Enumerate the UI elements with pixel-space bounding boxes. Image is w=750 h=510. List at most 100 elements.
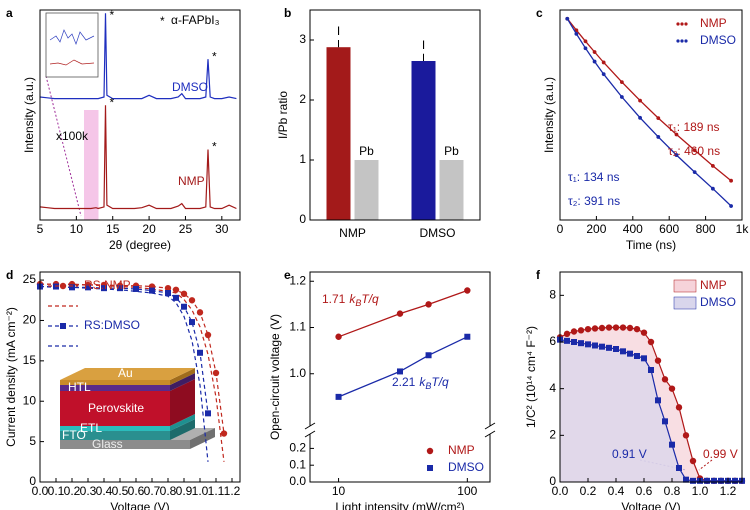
y-tick-label: 1: [299, 152, 306, 166]
marker: [220, 430, 228, 437]
layer: [170, 379, 195, 426]
layer: [60, 385, 170, 391]
series-label: DMSO: [172, 80, 208, 94]
marker: [335, 333, 342, 340]
legend-label: DMSO: [448, 460, 484, 474]
zoom-guide: [45, 75, 82, 217]
legend-label: NMP: [448, 443, 475, 457]
bar: [326, 47, 351, 221]
marker: [718, 477, 724, 484]
inset-label: FTO: [62, 428, 86, 442]
guide-line: [698, 459, 713, 471]
inset-label: ETL: [80, 421, 102, 435]
annotation: τ₂: 460 ns: [668, 144, 720, 158]
annotation: τ₁: 189 ns: [668, 120, 720, 134]
marker: [655, 397, 661, 404]
marker: [564, 337, 570, 344]
y-tick-label: 0.2: [289, 441, 306, 455]
marker: [634, 353, 640, 359]
y-tick-label: 8: [549, 288, 556, 302]
marker: [711, 477, 717, 484]
legend-swatch: [673, 296, 697, 310]
layer: [190, 428, 215, 449]
x-tick-label: 0.2: [580, 484, 597, 498]
y-axis-label: Current density (mA cm⁻²): [4, 307, 18, 447]
peak-marker: *: [212, 49, 217, 63]
slope-sub: B: [355, 298, 361, 308]
marker: [205, 410, 211, 417]
marker: [627, 350, 633, 357]
inset-frame: [45, 12, 99, 78]
legend-label: NMP: [700, 16, 727, 30]
marker: [189, 319, 195, 326]
bar: [354, 160, 379, 220]
marker: [648, 367, 654, 373]
series-line: [39, 285, 209, 462]
marker: [585, 341, 591, 348]
layer: [60, 380, 170, 385]
x-tick-label: 600: [659, 222, 679, 236]
legend-swatch: [673, 279, 697, 293]
marker: [606, 344, 612, 351]
y-tick-label: 4: [549, 381, 556, 395]
y-axis-label: I/Pb ratio: [276, 91, 290, 139]
plot-frame: [559, 9, 743, 221]
axis-break: [487, 426, 493, 434]
y-tick-label: 3: [299, 32, 306, 46]
axis-break: [484, 422, 496, 430]
bar-label: I: [337, 24, 340, 38]
marker: [669, 441, 675, 448]
x-tick-label: DMSO: [420, 226, 456, 240]
slope-k: k: [419, 375, 426, 389]
x-axis-label: Time (ns): [626, 238, 676, 252]
y-axis-label: Open-circuit voltage (V): [268, 314, 282, 440]
marker: [598, 324, 606, 332]
marker: [85, 284, 91, 291]
y-tick-label: 15: [23, 353, 37, 367]
panel-letter: f: [536, 268, 541, 282]
marker: [188, 297, 196, 304]
x-tick-label: 0.8: [160, 484, 177, 498]
x-tick-label: 0: [557, 222, 564, 236]
legend-marker: [60, 323, 66, 329]
bar: [411, 61, 436, 220]
x-tick-label: 100: [457, 484, 477, 498]
layer: [170, 368, 195, 385]
x-tick-label: 5: [37, 222, 44, 236]
marker: [647, 338, 655, 346]
layer: [60, 440, 190, 449]
y-axis-label: Intensity (a.u.): [542, 77, 556, 153]
x-tick-label: 1k: [736, 222, 750, 236]
x-tick-label: 0.8: [664, 484, 681, 498]
bar-label: Pb: [359, 144, 374, 158]
layer: [60, 391, 170, 426]
x-axis-label: 2θ (degree): [109, 238, 171, 252]
legend-label: DMSO: [700, 33, 736, 47]
marker: [732, 477, 738, 484]
y-tick-label: 6: [549, 334, 556, 348]
y-tick-label: 0: [299, 212, 306, 226]
annotation: 2.21 kBT/q: [392, 375, 449, 391]
slope-rest: T/q: [361, 292, 379, 306]
area: [560, 339, 742, 482]
y-tick-label: 0: [549, 474, 556, 488]
layer: [170, 373, 195, 391]
y-tick-label: 1.1: [289, 320, 306, 334]
y-tick-label: 0: [29, 474, 36, 488]
y-axis-label: 1/C² (10¹⁴ cm⁴ F⁻²): [524, 326, 538, 428]
marker: [173, 294, 179, 301]
y-tick-label: 1.0: [289, 366, 306, 380]
annotation: x100k: [56, 129, 89, 143]
y-tick-label: 5: [29, 434, 36, 448]
slope-rest: T/q: [431, 375, 449, 389]
legend-marker: [676, 22, 680, 26]
layer: [170, 414, 195, 431]
legend-label: RS:DMSO: [84, 318, 140, 332]
series-line: [40, 283, 225, 462]
marker: [640, 329, 648, 336]
inset-label: Perovskite: [88, 401, 144, 415]
bar: [439, 160, 464, 220]
plot-frame: [559, 271, 743, 483]
